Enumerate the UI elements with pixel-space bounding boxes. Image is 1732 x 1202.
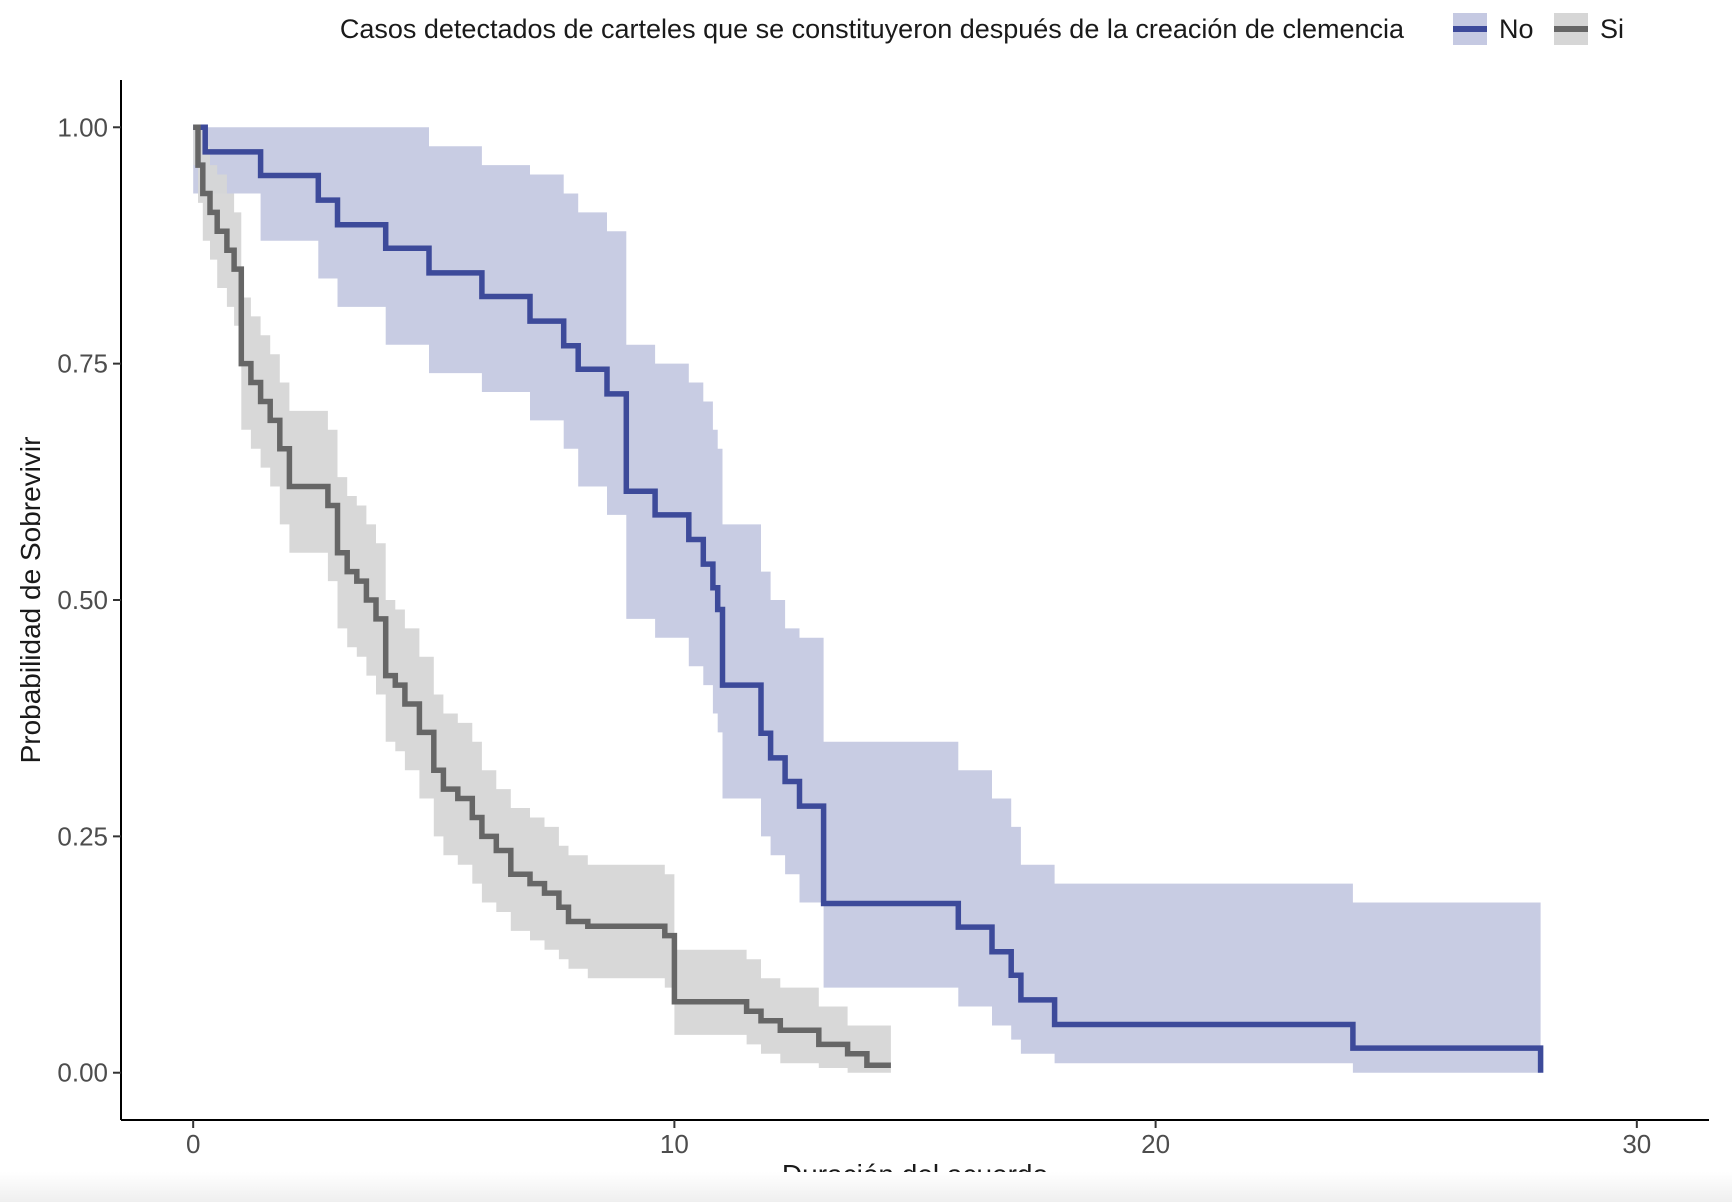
legend-item-no: No: [1453, 13, 1534, 45]
y-tick-label: 0.00: [57, 1058, 108, 1088]
x-tick-label: 30: [1622, 1129, 1651, 1159]
y-tick-label: 0.25: [57, 821, 108, 851]
y-tick-label: 0.75: [57, 349, 108, 379]
legend-label: Si: [1600, 14, 1624, 44]
legend: Casos detectados de carteles que se cons…: [340, 13, 1624, 45]
legend-item-si: Si: [1554, 13, 1624, 45]
confidence-band-no: [193, 127, 1541, 1073]
survival-curves: [193, 124, 1544, 1073]
axes: 0.00 0.25 0.50 0.75 1.00 0 10 20 30: [57, 80, 1709, 1159]
x-tick-label: 0: [186, 1129, 200, 1159]
legend-label: No: [1499, 14, 1534, 44]
survival-curve-si: [193, 124, 891, 1068]
x-tick-label: 20: [1141, 1129, 1170, 1159]
bottom-fade: [0, 1172, 1732, 1202]
x-tick-label: 10: [660, 1129, 689, 1159]
y-tick-label: 0.50: [57, 585, 108, 615]
y-axis-title: Probabilidad de Sobrevivir: [15, 437, 46, 764]
confidence-bands: [193, 127, 1541, 1073]
survival-curve-no: [193, 124, 1544, 1073]
legend-title: Casos detectados de carteles que se cons…: [340, 14, 1405, 44]
y-tick-label: 1.00: [57, 112, 108, 142]
